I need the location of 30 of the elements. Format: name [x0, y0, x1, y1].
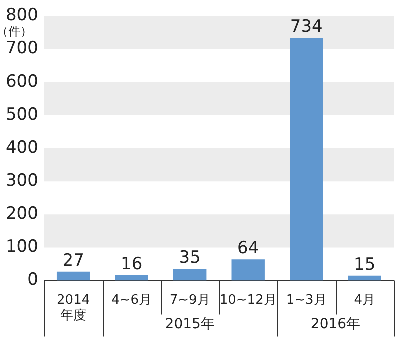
text: 2016年 — [310, 316, 361, 332]
x-tick-label: 1~3月 — [286, 292, 327, 308]
bar — [56, 272, 90, 281]
y-tick-label: 200 — [6, 204, 38, 224]
x-tick-label: 4月 — [354, 292, 376, 308]
y-tick-label: 700 — [6, 38, 38, 59]
bar — [232, 260, 265, 281]
x-tick-label: 2014 年度 — [57, 292, 90, 324]
data-label: 35 — [179, 248, 201, 268]
y-axis-title: （件） — [0, 24, 32, 38]
y-tick-label: 400 — [6, 138, 38, 158]
x-tick-label: 4~6月 — [112, 292, 152, 308]
y-tick-label: 300 — [6, 170, 38, 191]
bar — [290, 38, 324, 281]
bar — [115, 276, 148, 281]
bar — [348, 276, 382, 281]
data-label: 27 — [62, 250, 84, 271]
y-tick-label: 0 — [28, 270, 38, 290]
x-tick-label: 7~9月 — [170, 292, 210, 308]
y-tick-label: 800 — [6, 6, 38, 26]
bar — [173, 269, 207, 281]
data-label: 734 — [290, 16, 323, 37]
data-label: 15 — [354, 254, 376, 275]
y-tick-label: 500 — [6, 104, 38, 125]
data-label: 64 — [238, 238, 260, 259]
y-tick-label: 100 — [6, 237, 38, 258]
data-label: 16 — [121, 254, 143, 274]
x-tick-label: 10~12月 — [220, 292, 277, 308]
y-tick-label: 600 — [6, 72, 38, 92]
text: 2015年 — [165, 316, 215, 332]
